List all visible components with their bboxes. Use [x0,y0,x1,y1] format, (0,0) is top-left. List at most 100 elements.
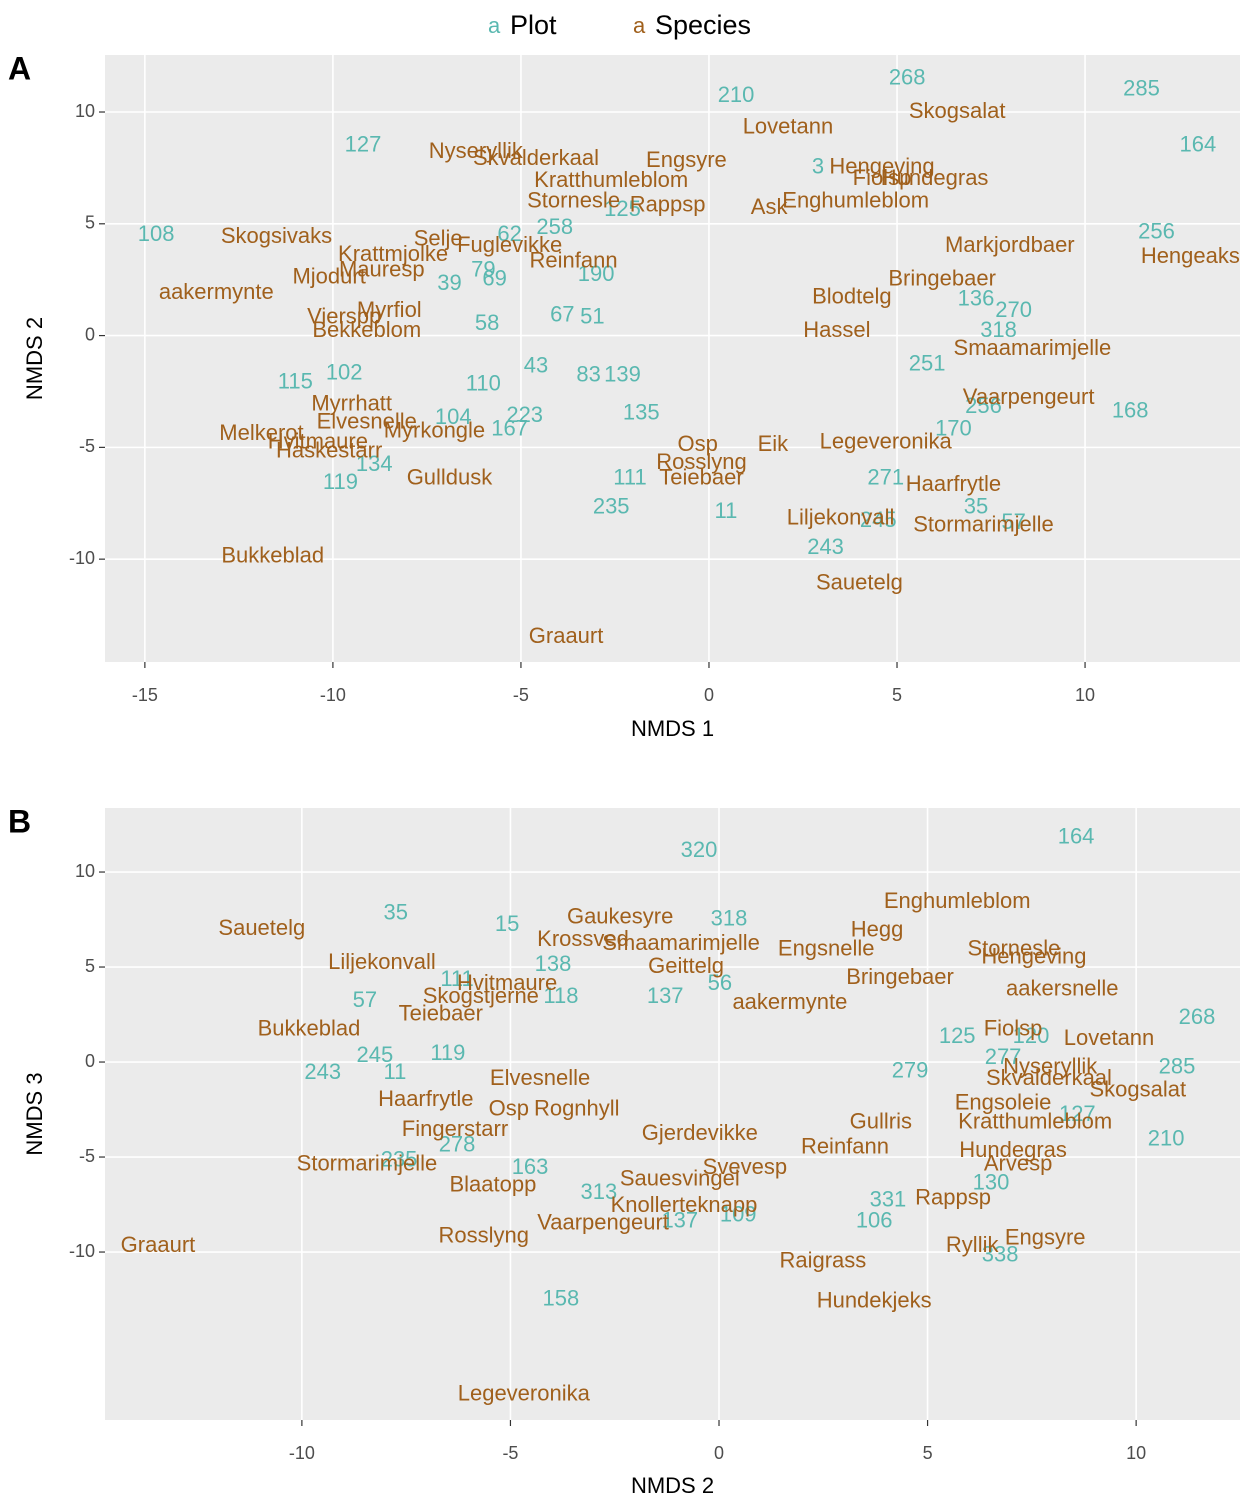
point-label: Engsoleie [955,1090,1052,1115]
point-label: Elvesnelle [317,409,417,434]
point-label: Reinfann [801,1133,889,1158]
point-label: Osp [489,1095,529,1120]
point-label: 119 [430,1040,465,1065]
point-label: 338 [982,1242,1019,1267]
point-label: 331 [870,1187,907,1212]
point-label: 79 [471,257,495,282]
point-label: Osp [678,431,718,456]
point-label: Blodtelg [812,283,892,308]
point-label: 118 [543,983,578,1008]
plot-background [105,808,1240,1420]
point-label: 235 [593,494,630,519]
point-label: Nyseryllik [1003,1054,1098,1079]
point-label: 320 [681,837,718,862]
y-tick-label: 10 [75,101,95,121]
point-label: Skvalderkaal [473,145,599,170]
point-label: Krossved [537,926,629,951]
point-label: Engsyre [646,147,727,172]
point-label: Hengeaks [1141,243,1240,268]
point-label: 57 [353,987,377,1012]
point-label: 11 [383,1059,406,1084]
point-label: 110 [466,371,501,396]
point-label: aakermynte [732,989,847,1014]
point-label: 251 [909,350,946,375]
point-label: Enghumleblom [884,888,1031,913]
point-label: Legeveronika [820,429,953,454]
y-tick-label: -5 [79,436,95,456]
point-label: 106 [856,1207,893,1232]
point-label: 51 [580,304,604,329]
x-axis-title: NMDS 2 [631,1473,714,1498]
point-label: Vierspp [307,304,381,329]
point-label: 83 [576,362,600,387]
x-tick-label: -5 [502,1443,518,1463]
point-label: Fiolsp [853,165,912,190]
point-label: 318 [711,905,748,930]
point-label: 190 [578,261,615,286]
point-label: 223 [506,402,543,427]
point-label: Rosslyng [439,1223,529,1248]
point-label: 11 [714,498,737,523]
point-label: Engsyre [1005,1225,1086,1250]
point-label: 268 [1179,1004,1216,1029]
point-label: aakermynte [159,279,274,304]
point-label: Bekkeblom [312,317,421,342]
point-label: 164 [1180,131,1217,156]
point-label: Rappsp [630,192,706,217]
point-label: 135 [623,400,660,425]
point-label: Mjodurt [292,263,365,288]
x-axis-title: NMDS 1 [631,716,714,741]
point-label: Blaatopp [449,1171,536,1196]
point-label: 285 [1123,75,1160,100]
point-label: Sauetelg [816,570,903,595]
point-label: aakersnelle [1006,976,1119,1001]
point-label: Teiebaer [659,464,743,489]
plot-background [105,55,1240,662]
point-label: Hundegras [881,165,989,190]
point-label: 102 [326,359,363,384]
point-label: 245 [357,1042,394,1067]
point-label: Hvitmaure [268,429,368,454]
point-label: Hundekjeks [817,1287,932,1312]
point-label: 167 [491,415,528,440]
point-label: 268 [889,64,926,89]
point-label: 168 [1112,397,1149,422]
point-label: Sauetelg [218,915,305,940]
point-label: 127 [1059,1101,1096,1126]
point-label: Kratthumleblom [958,1109,1112,1134]
point-label: Bukkeblad [221,543,324,568]
y-tick-label: -10 [69,1241,95,1261]
point-label: 136 [958,286,995,311]
point-label: 138 [535,951,572,976]
y-tick-label: 5 [85,213,95,233]
point-label: 313 [581,1179,618,1204]
point-label: Raigrass [779,1247,866,1272]
x-tick-label: 5 [923,1443,933,1463]
point-label: 69 [482,266,506,291]
point-label: 3 [812,154,824,179]
point-label: Skvalderkaal [986,1065,1112,1090]
point-label: Hegg [851,917,904,942]
point-label: 245 [860,507,897,532]
point-label: 39 [437,270,461,295]
point-label: 111 [440,966,473,991]
point-label: 120 [1013,1023,1050,1048]
point-label: 258 [536,214,573,239]
point-label: Fiolsp [984,1016,1043,1041]
point-label: 111 [613,464,646,489]
point-label: 210 [718,82,755,107]
point-label: Svevesp [703,1154,787,1179]
x-tick-label: 10 [1126,1443,1146,1463]
point-label: Markjordbaer [945,232,1075,257]
x-tick-label: 10 [1075,685,1095,705]
point-label: Stormarimjelle [913,511,1054,536]
point-label: 35 [964,494,988,519]
point-label: Fingerstarr [402,1116,508,1141]
point-label: 127 [345,131,382,156]
point-label: 235 [381,1147,418,1172]
point-label: 210 [1148,1126,1185,1151]
point-label: Myrkongle [384,418,485,443]
point-label: 15 [495,911,519,936]
point-label: Hengeving [829,154,934,179]
x-tick-label: -5 [513,685,529,705]
